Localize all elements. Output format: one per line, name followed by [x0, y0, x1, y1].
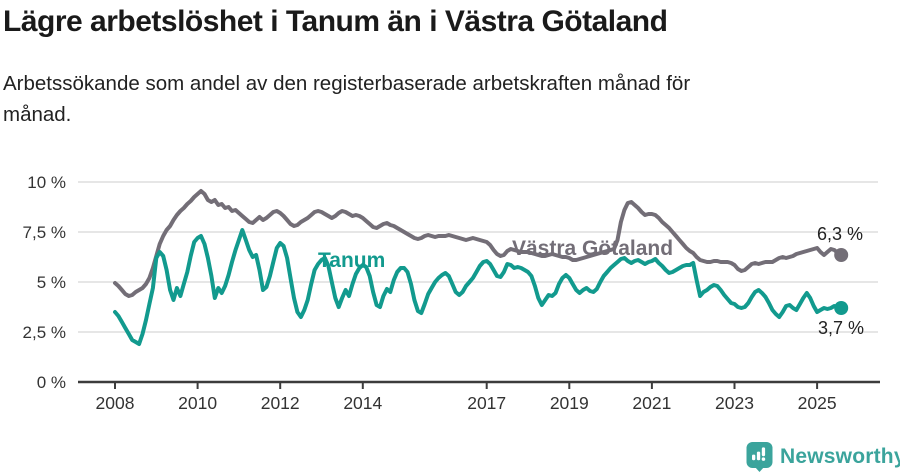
- series-line-tanum: [113, 228, 844, 346]
- end-dot-tanum: [834, 301, 849, 315]
- newsworthy-wordmark: Newsworthy: [780, 444, 900, 468]
- y-tick-label: 10 %: [27, 173, 66, 192]
- series-label-vastra-gotaland: Västra Götaland: [512, 237, 674, 260]
- series-line-vastra-gotaland: [113, 189, 844, 298]
- y-tick-label: 5 %: [37, 273, 66, 292]
- x-tick-label: 2025: [798, 393, 837, 413]
- newsworthy-bubble-icon: [746, 441, 773, 472]
- x-tick-label: 2023: [715, 393, 754, 413]
- chart-subtitle: Arbetssökande som andel av den registerb…: [3, 72, 691, 126]
- y-tick-label: 0 %: [37, 373, 66, 392]
- x-tick-label: 2014: [343, 393, 382, 413]
- page-title: Lägre arbetslöshet i Tanum än i Västra G…: [3, 5, 668, 38]
- end-value-label-vastra-gotaland: 6,3 %: [817, 224, 864, 244]
- x-tick-label: 2017: [467, 393, 506, 413]
- newsworthy-logo[interactable]: Newsworthy: [746, 441, 900, 472]
- x-tick-label: 2012: [261, 393, 300, 413]
- x-tick-label: 2008: [96, 393, 135, 413]
- y-tick-label: 7,5 %: [23, 223, 66, 242]
- x-tick-label: 2010: [178, 393, 217, 413]
- end-value-label-tanum: 3,7 %: [818, 318, 865, 338]
- x-tick-label: 2019: [550, 393, 589, 413]
- y-tick-label: 2,5 %: [23, 323, 66, 342]
- x-tick-label: 2021: [632, 393, 671, 413]
- end-dot-vastra-gotaland: [834, 248, 849, 262]
- series-label-tanum: Tanum: [318, 249, 386, 272]
